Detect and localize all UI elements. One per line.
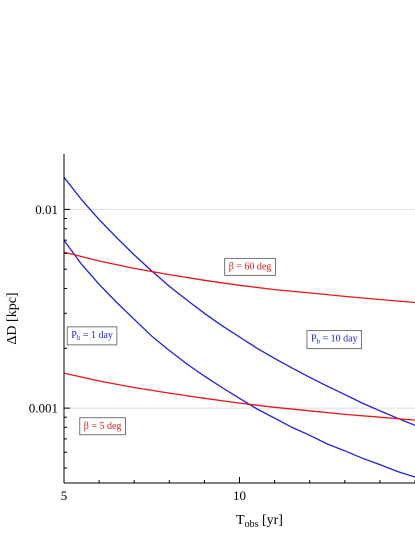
x-axis-label-main: T [236, 513, 245, 528]
series-line-1 [63, 239, 415, 478]
annotation-text: Pb = 10 day [311, 334, 358, 346]
series-line-3 [63, 251, 415, 304]
y-tick-label: 0.01 [35, 202, 58, 217]
x-tick-label: 5 [61, 488, 68, 503]
annotation-text: β = 60 deg [229, 261, 272, 272]
annotation-box [306, 330, 362, 350]
annotations: Pb = 1 day Pb = 10 day β = 60 deg β = 5 deg [66, 257, 362, 436]
series-line-4 [63, 372, 415, 421]
ticks: 5 10 0.01 0.001 [29, 202, 415, 503]
x-axis-label-sub: obs [245, 519, 259, 530]
y-tick-label: 0.001 [29, 401, 58, 416]
annotation-label-4: β = 5 deg [79, 417, 126, 436]
y-axis-label: ΔD [kpc] [5, 292, 20, 344]
x-axis-label: Tobs [yr] [236, 513, 283, 530]
annotation-text: Pb = 1 day [71, 330, 113, 342]
annotation-label-1: Pb = 1 day [66, 326, 118, 346]
x-tick-label: 10 [233, 488, 246, 503]
series-group [63, 176, 415, 478]
annotation-box [79, 417, 126, 436]
series-line-2 [63, 176, 415, 426]
annotation-label-3: β = 60 deg [224, 257, 276, 276]
grid [64, 208, 415, 409]
annotation-box [224, 257, 276, 276]
annotation-box [66, 326, 118, 346]
annotation-text: β = 5 deg [84, 421, 122, 432]
annotation-label-2: Pb = 10 day [306, 330, 362, 350]
x-axis-label-rest: [yr] [258, 513, 283, 528]
